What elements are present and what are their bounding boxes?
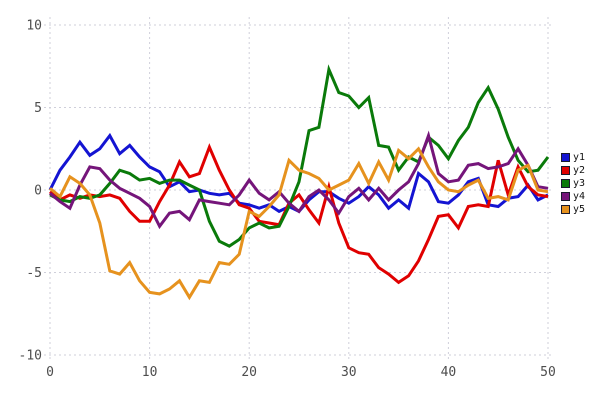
legend-item: y2: [561, 165, 585, 176]
legend-item: y5: [561, 204, 585, 215]
series-line-y5: [49, 146, 549, 301]
legend-swatch-y5: [561, 205, 570, 214]
legend: y1 y2 y3 y4 y5: [561, 152, 585, 215]
series-line-y1: [48, 132, 549, 214]
legend-swatch-y2: [561, 166, 570, 175]
legend-label: y5: [573, 204, 586, 215]
legend-item: y1: [561, 152, 585, 163]
y-axis-tick-label: 10: [26, 19, 42, 34]
x-axis-tick-label: 20: [241, 365, 257, 380]
y-axis-tick-label: -5: [26, 266, 42, 281]
x-axis-tick-label: 40: [441, 365, 457, 380]
y-axis-tick-label: 0: [34, 184, 42, 199]
series-line-y3: [49, 64, 550, 248]
legend-label: y3: [573, 178, 586, 189]
x-axis-tick-label: 0: [46, 365, 54, 380]
legend-swatch-y3: [561, 179, 570, 188]
y-axis-tick-label: -10: [19, 349, 42, 364]
legend-swatch-y4: [561, 192, 570, 201]
legend-label: y1: [573, 152, 586, 163]
x-axis-tick-label: 10: [142, 365, 158, 380]
legend-item: y3: [561, 178, 585, 189]
series-line-y4: [49, 130, 549, 230]
x-axis-tick-label: 30: [341, 365, 357, 380]
legend-label: y4: [573, 191, 586, 202]
legend-swatch-y1: [561, 153, 570, 162]
legend-label: y2: [573, 165, 586, 176]
legend-item: y4: [561, 191, 585, 202]
x-axis-tick-label: 50: [540, 365, 556, 380]
series-line-y2: [49, 143, 549, 285]
y-axis-tick-label: 5: [34, 101, 42, 116]
